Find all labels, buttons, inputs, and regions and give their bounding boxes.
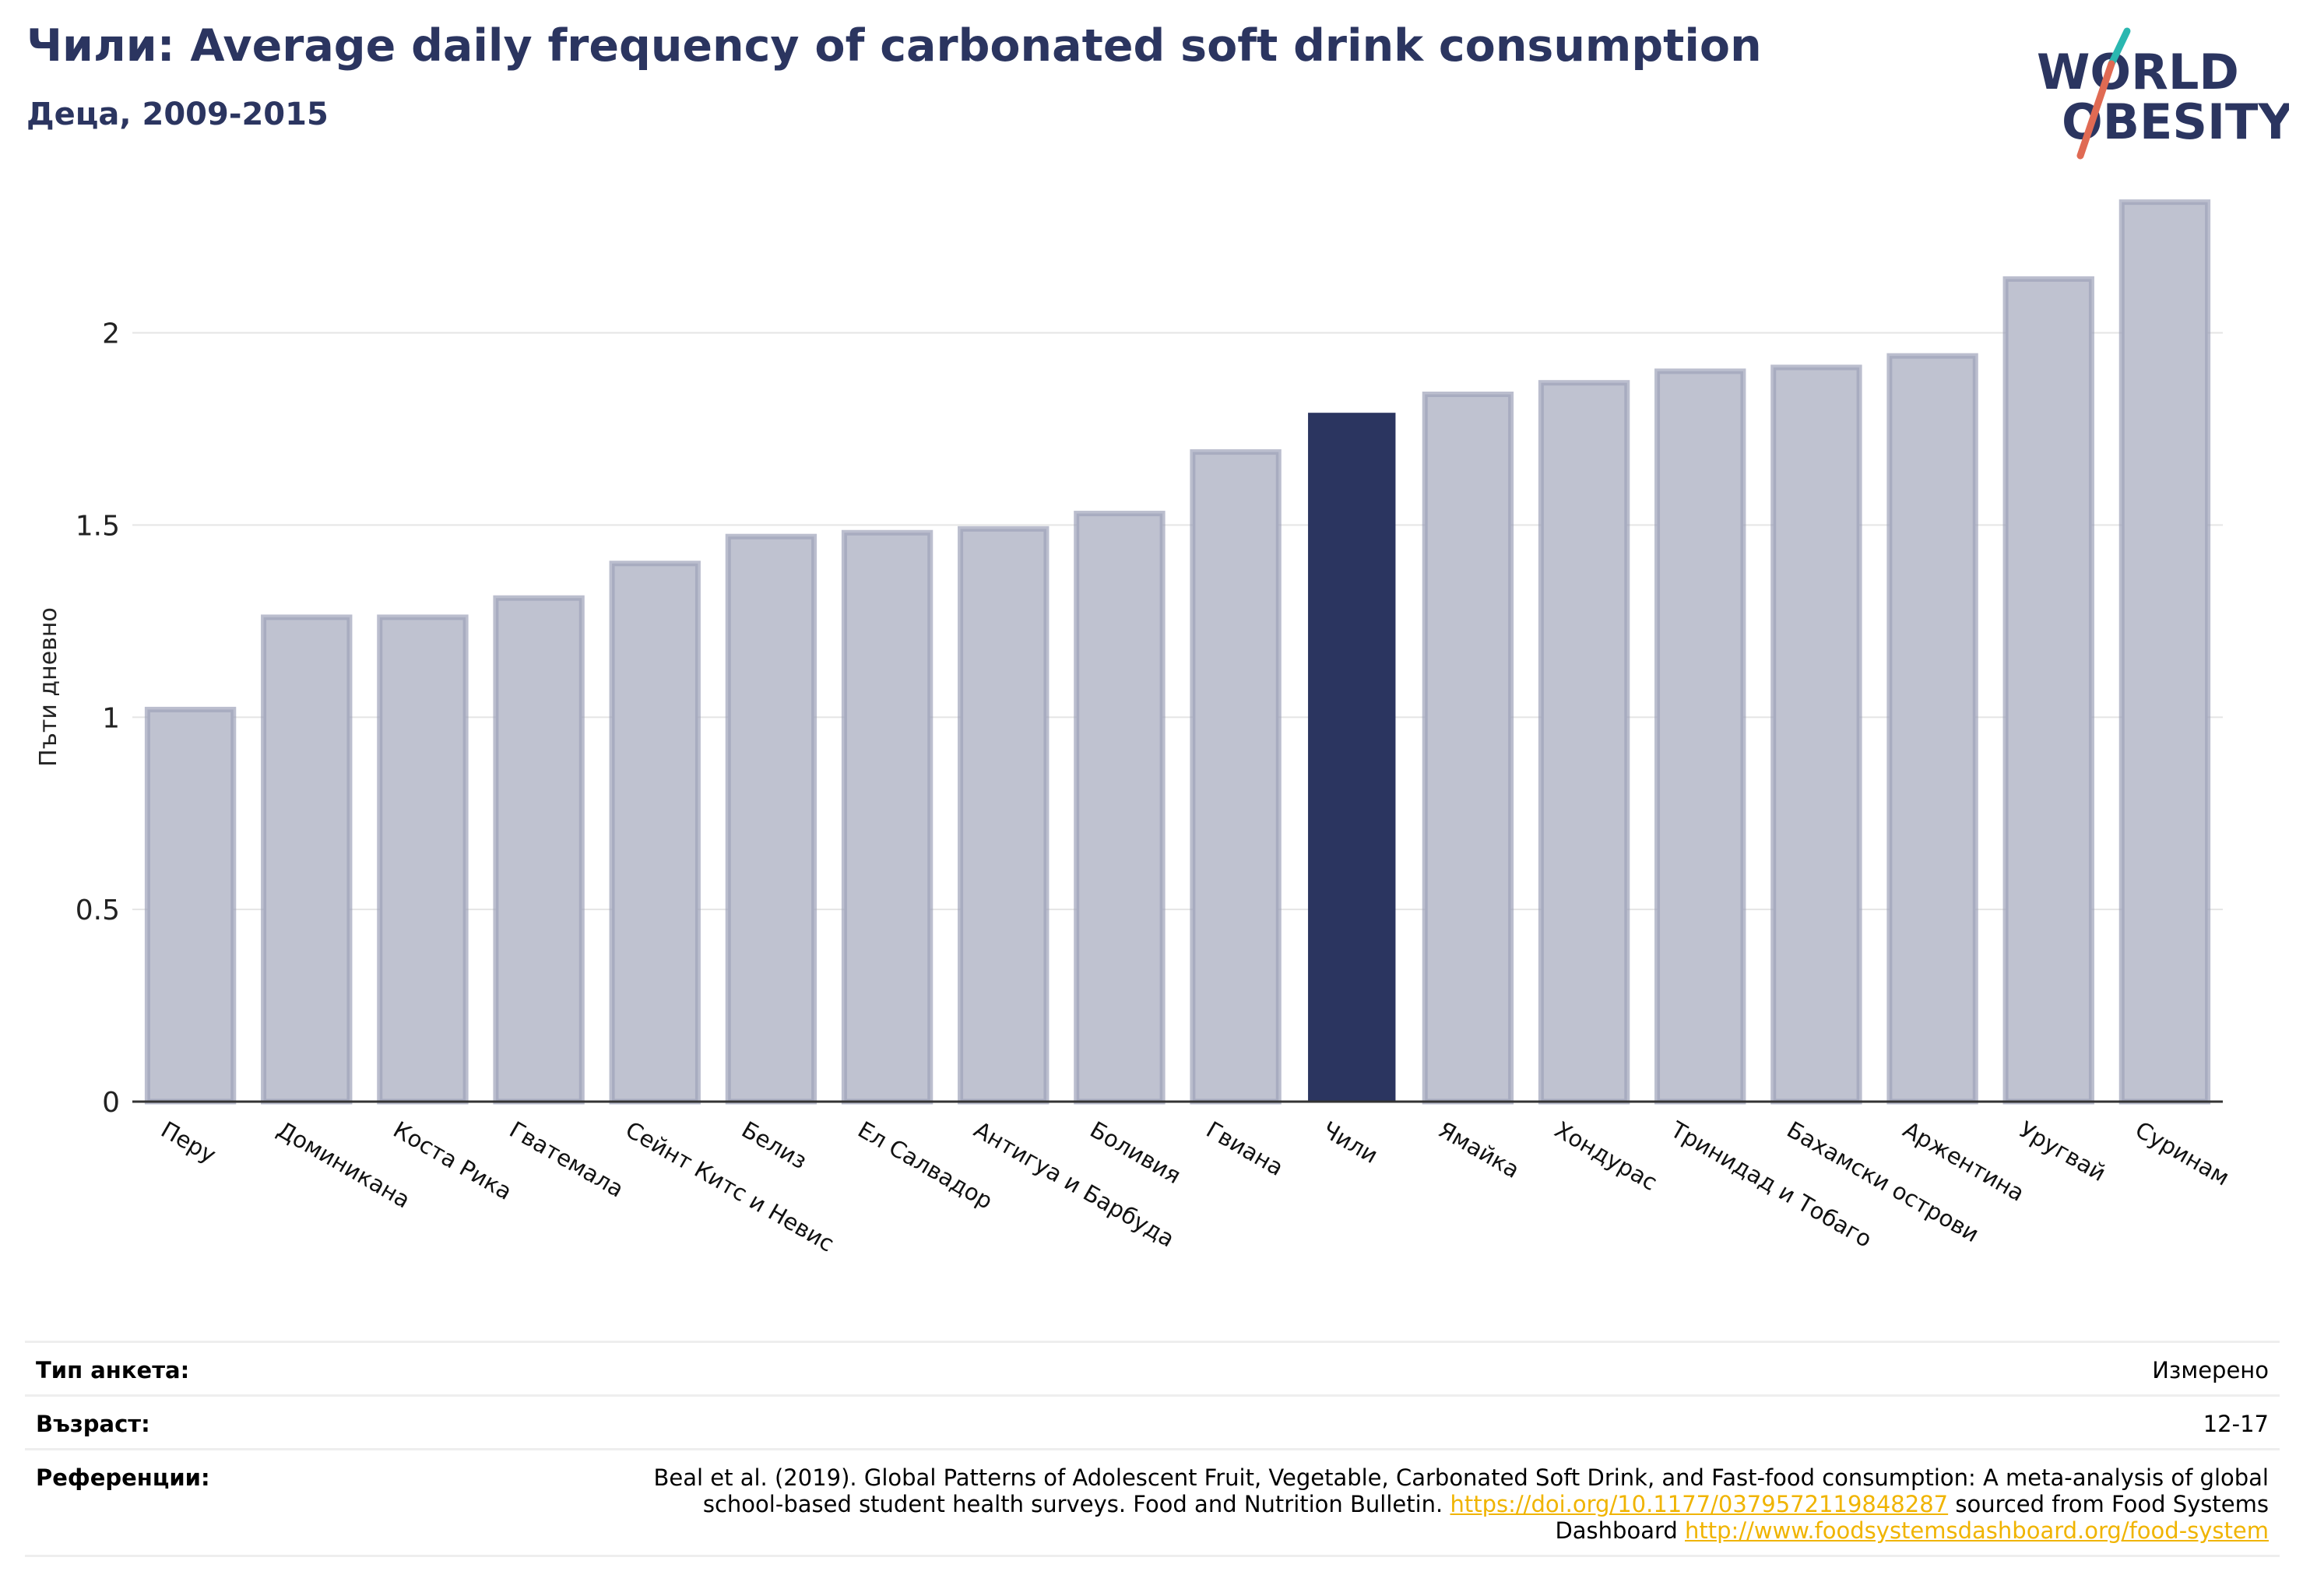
x-tick-label: Сейнт Китс и Невис [621, 1116, 839, 1257]
bar-15[interactable] [1770, 364, 1862, 1105]
x-tick-label: Антигуа и Барбуда [969, 1116, 1179, 1253]
bar-1[interactable] [144, 706, 237, 1105]
bar-16[interactable] [1886, 353, 1978, 1105]
bar-12[interactable] [1422, 392, 1514, 1105]
survey-type-row: Тип анкета: Измерено [25, 1341, 2280, 1394]
age-label: Възраст: [36, 1411, 150, 1437]
bar-17[interactable] [2002, 276, 2094, 1105]
references-row: Референции: Beal et al. (2019). Global P… [25, 1448, 2280, 1557]
references-doi-link[interactable]: https://doi.org/10.1177/0379572119848287 [1450, 1491, 1949, 1517]
age-row: Възраст: 12-17 [25, 1394, 2280, 1448]
bar-2[interactable] [261, 614, 353, 1105]
x-tick-label: Бахамски острови [1782, 1116, 1983, 1248]
bar-6[interactable] [725, 533, 817, 1105]
y-axis-label: Пъти дневно [35, 607, 62, 767]
x-tick-label: Чили [1318, 1116, 1383, 1169]
bar-9[interactable] [1074, 511, 1166, 1105]
bar-8[interactable] [958, 526, 1050, 1105]
x-tick-label: Белиз [737, 1116, 811, 1175]
references-body: Beal et al. (2019). Global Patterns of A… [653, 1464, 2269, 1517]
age-value: 12-17 [2203, 1411, 2269, 1437]
x-tick-label: Тринидад и Тобаго [1665, 1116, 1876, 1253]
references-mid: sourced from Food Systems Dashboard [1555, 1491, 2269, 1544]
world-obesity-logo: WORLD OBESITY [2024, 23, 2294, 163]
bar-10[interactable] [1190, 449, 1282, 1105]
footer-table: Тип анкета: Измерено Възраст: 12-17 Рефе… [25, 1341, 2280, 1557]
bar-11[interactable] [1308, 413, 1396, 1102]
x-tick-label: Суринам [2131, 1116, 2234, 1191]
survey-type-value: Измерено [2152, 1357, 2269, 1383]
y-tick-label: 1 [102, 702, 120, 734]
y-tick-label: 2 [102, 318, 120, 350]
references-dashboard-link[interactable]: http://www.foodsystemsdashboard.org/food… [1685, 1517, 2269, 1544]
x-tick-label: Уругвай [2015, 1116, 2111, 1187]
x-tick-label: Гвиана [1202, 1116, 1289, 1182]
bar-14[interactable] [1654, 368, 1746, 1105]
bar-13[interactable] [1538, 380, 1630, 1105]
references-text: Beal et al. (2019). Global Patterns of A… [634, 1464, 2269, 1544]
logo-line1: WORLD [2037, 44, 2239, 100]
x-tick-label: Гватемала [505, 1116, 628, 1203]
x-tick-label: Хондурас [1550, 1116, 1661, 1196]
references-label: Референции: [36, 1464, 210, 1491]
chart-subtitle: Деца, 2009-2015 [26, 97, 329, 132]
y-tick-label: 0.5 [76, 895, 120, 926]
bar-7[interactable] [841, 529, 934, 1105]
chart-title: Чили: Average daily frequency of carbona… [26, 20, 1762, 72]
x-tick-label: Ямайка [1434, 1116, 1524, 1183]
x-tick-label: Боливия [1085, 1116, 1185, 1190]
x-tick-label: Перу [156, 1116, 220, 1169]
survey-type-label: Тип анкета: [36, 1357, 190, 1383]
bar-3[interactable] [377, 614, 469, 1105]
bar-4[interactable] [493, 595, 585, 1105]
bar-5[interactable] [609, 561, 701, 1105]
y-tick-label: 1.5 [76, 510, 120, 542]
bar-18[interactable] [2118, 199, 2211, 1105]
y-tick-label: 0 [102, 1087, 120, 1119]
